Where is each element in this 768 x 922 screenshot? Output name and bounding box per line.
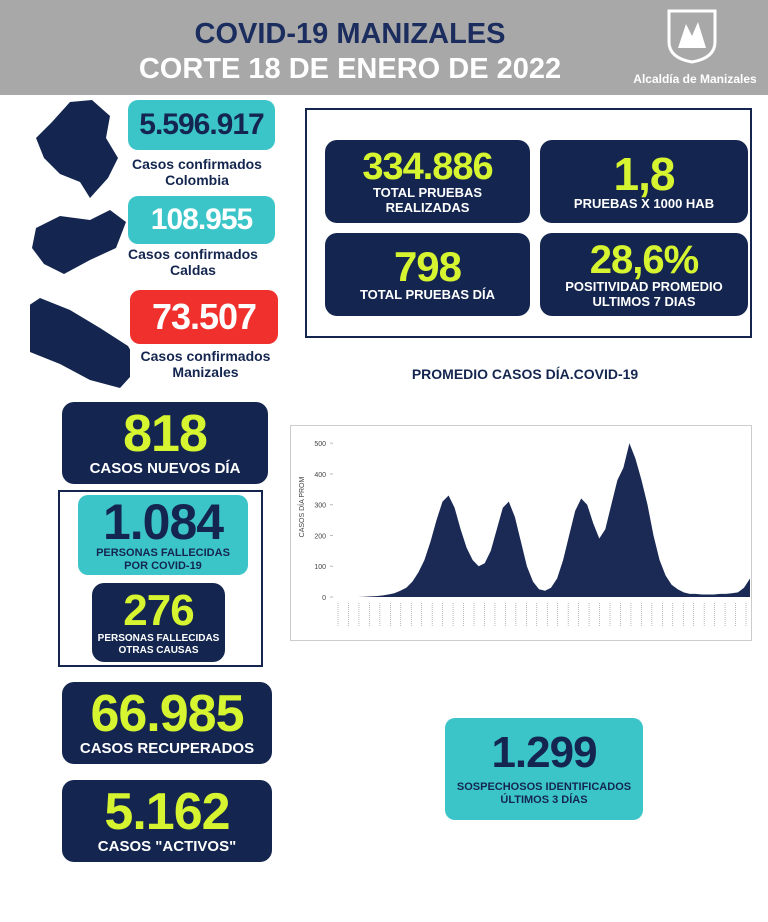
y-axis-label: CASOS DÍA PROM	[297, 476, 306, 537]
stat-label: PERSONAS FALLECIDAS POR COVID-19	[96, 547, 230, 572]
stat-value: 818	[123, 405, 208, 464]
stat-value: 5.162	[104, 783, 230, 842]
chart-title: PROMEDIO CASOS DÍA.COVID-19	[411, 366, 639, 382]
deaths-panel	[58, 490, 263, 667]
test-label: PRUEBAS X 1000 HAB	[573, 196, 715, 212]
test-value: 28,6%	[589, 237, 699, 282]
stat-box: 5.162 CASOS "ACTIVOS"	[62, 780, 272, 862]
stat-box: 66.985 CASOS RECUPERADOS	[62, 682, 272, 764]
stat-label: CASOS "ACTIVOS"	[97, 838, 237, 856]
stat-value: 73.507	[151, 296, 257, 337]
stat-label: PERSONAS FALLECIDAS OTRAS CAUSAS	[97, 633, 220, 656]
stat-label: CASOS RECUPERADOS	[79, 740, 255, 758]
stat-value: 108.955	[150, 203, 253, 236]
stat-value: 5.596.917	[139, 108, 264, 141]
maps	[30, 100, 130, 388]
test-box: 28,6% POSITIVIDAD PROMEDIO ULTIMOS 7 DIAS	[540, 233, 748, 316]
test-value: 1,8	[613, 148, 676, 201]
area	[334, 443, 750, 597]
y-tick-label: 400	[314, 472, 326, 479]
stat-box: 5.596.917	[128, 100, 275, 150]
stat-value: 66.985	[90, 685, 244, 744]
stat-box: 276 PERSONAS FALLECIDAS OTRAS CAUSAS	[92, 583, 225, 662]
chart: CASOS DÍA PROM 0 100 200 300 400 500	[290, 425, 752, 641]
test-label: POSITIVIDAD PROMEDIO ULTIMOS 7 DIAS	[565, 278, 723, 309]
test-value: 334.886	[362, 145, 493, 188]
stat-box: 818 CASOS NUEVOS DÍA	[62, 402, 268, 484]
header	[0, 0, 768, 95]
stat-box: 1.299 SOSPECHOSOS IDENTIFICADOS ÚLTIMOS 3…	[445, 718, 643, 820]
y-tick-label: 200	[314, 533, 326, 540]
stat-label: Casos confirmados Caldas	[128, 246, 258, 279]
stat-box: 73.507	[130, 290, 278, 344]
test-value: 798	[393, 243, 462, 291]
logo-text: Alcaldía de Manizales	[633, 72, 757, 86]
chart-frame	[290, 425, 752, 641]
y-tick-label: 300	[314, 503, 326, 510]
stat-box: 1.084 PERSONAS FALLECIDAS POR COVID-19	[78, 495, 248, 575]
test-box: 1,8 PRUEBAS X 1000 HAB	[540, 140, 748, 223]
y-tick-label: 500	[314, 441, 326, 448]
stat-box: 108.955	[128, 196, 275, 244]
logo	[667, 9, 717, 64]
stat-label: Casos confirmados Manizales	[140, 348, 271, 381]
stat-label: CASOS NUEVOS DÍA	[89, 460, 241, 478]
test-label: TOTAL PRUEBAS REALIZADAS	[372, 184, 483, 215]
stat-value: 1.299	[491, 728, 597, 778]
y-tick-label: 0	[322, 595, 326, 602]
stat-label: SOSPECHOSOS IDENTIFICADOS ÚLTIMOS 3 DÍAS	[456, 781, 632, 806]
y-tick-label: 100	[314, 564, 326, 571]
title: COVID-19 MANIZALES	[194, 18, 506, 50]
stat-label: Casos confirmados Colombia	[132, 156, 262, 189]
subtitle: CORTE 18 DE ENERO DE 2022	[138, 53, 562, 85]
tests-panel	[305, 108, 752, 338]
test-label: TOTAL PRUEBAS DÍA	[359, 287, 496, 303]
stat-value: 276	[123, 586, 194, 635]
test-box: 798 TOTAL PRUEBAS DÍA	[325, 233, 530, 316]
stat-value: 1.084	[102, 494, 224, 551]
test-box: 334.886 TOTAL PRUEBAS REALIZADAS	[325, 140, 530, 223]
